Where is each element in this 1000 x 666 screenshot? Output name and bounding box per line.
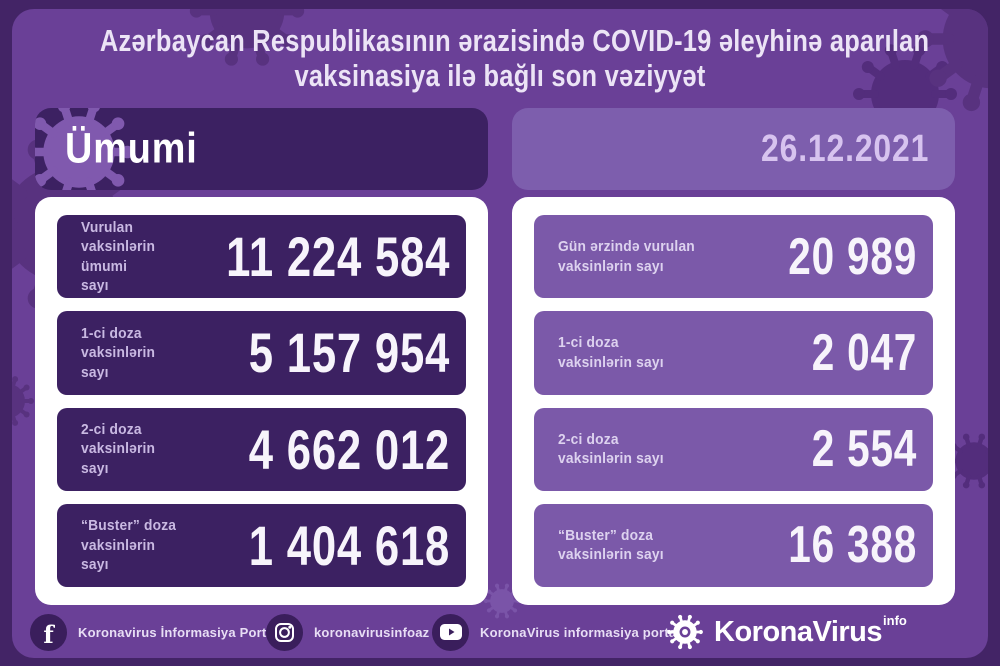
stat-value: 2 047 — [811, 323, 917, 382]
total-stats-panel: Vurulan vaksinlərin ümumi sayı 11 224 58… — [35, 197, 488, 605]
stat-label: 2-ci doza vaksinlərin sayı — [81, 420, 156, 477]
stat-label: 1-ci doza vaksinlərin sayı — [81, 324, 156, 381]
total-section-title: Ümumi — [65, 124, 198, 173]
total-section-header: Ümumi — [35, 108, 488, 190]
stat-value: 2 554 — [811, 420, 917, 479]
daily-stats-panel: Gün ərzində vurulan vaksinlərin sayı 20 … — [512, 197, 955, 605]
page-title: Azərbaycan Respublikasının ərazisində CO… — [12, 23, 988, 93]
stat-value: 16 388 — [788, 516, 917, 575]
stat-value: 1 404 618 — [248, 513, 450, 577]
infographic-body: Azərbaycan Respublikasının ərazisində CO… — [12, 9, 988, 658]
title-line-2: vaksinasiya ilə bağlı son vəziyyət — [294, 58, 706, 94]
stat-label: “Buster” doza vaksinlərin sayı — [81, 517, 177, 574]
stat-label: Vurulan vaksinlərin ümumi sayı — [81, 218, 156, 295]
youtube-link[interactable]: KoronaVirus informasiya portalı — [432, 612, 684, 652]
date-section-header: 26.12.2021 — [512, 108, 955, 190]
instagram-label: koronavirusinfoaz — [314, 624, 430, 640]
stat-row-daily-vaccines: Gün ərzində vurulan vaksinlərin sayı 20 … — [534, 215, 933, 299]
title-line-1: Azərbaycan Respublikasının ərazisində CO… — [99, 23, 930, 58]
report-date: 26.12.2021 — [760, 127, 929, 170]
facebook-icon: f — [30, 613, 67, 651]
stat-value: 11 224 584 — [225, 225, 450, 289]
stat-value: 5 157 954 — [248, 321, 450, 385]
facebook-link[interactable]: f Koronavirus İnformasiya Portalı — [30, 612, 281, 652]
instagram-icon — [266, 613, 303, 651]
stat-label: 1-ci doza vaksinlərin sayı — [558, 334, 664, 371]
stat-row-first-dose-total: 1-ci doza vaksinlərin sayı 5 157 954 — [57, 311, 466, 395]
stat-row-first-dose-daily: 1-ci doza vaksinlərin sayı 2 047 — [534, 311, 933, 395]
stat-row-second-dose-total: 2-ci doza vaksinlərin sayı 4 662 012 — [57, 407, 466, 491]
stat-row-booster-dose-daily: “Buster” doza vaksinlərin sayı 16 388 — [534, 503, 933, 587]
stat-label: 2-ci doza vaksinlərin sayı — [558, 430, 664, 468]
stat-value: 4 662 012 — [248, 417, 450, 481]
stat-row-booster-dose-total: “Buster” doza vaksinlərin sayı 1 404 618 — [57, 503, 466, 587]
instagram-link[interactable]: koronavirusinfoaz — [266, 612, 429, 652]
logo-text: KoronaVirus — [714, 615, 883, 648]
youtube-label: KoronaVirus informasiya portalı — [480, 624, 684, 640]
youtube-icon — [432, 613, 469, 651]
footer: f Koronavirus İnformasiya Portalı korona… — [12, 612, 988, 652]
stat-label: “Buster” doza vaksinlərin sayı — [558, 526, 664, 564]
koronavirus-info-logo: KoronaVirusinfo — [664, 612, 907, 652]
virus-icon — [665, 613, 705, 651]
stat-label: Gün ərzində vurulan vaksinlərin sayı — [558, 238, 695, 275]
stat-value: 20 989 — [788, 227, 917, 286]
logo-superscript: info — [883, 613, 907, 629]
stat-row-second-dose-daily: 2-ci doza vaksinlərin sayı 2 554 — [534, 407, 933, 491]
facebook-label: Koronavirus İnformasiya Portalı — [78, 624, 282, 640]
stat-row-total-vaccines: Vurulan vaksinlərin ümumi sayı 11 224 58… — [57, 215, 466, 299]
